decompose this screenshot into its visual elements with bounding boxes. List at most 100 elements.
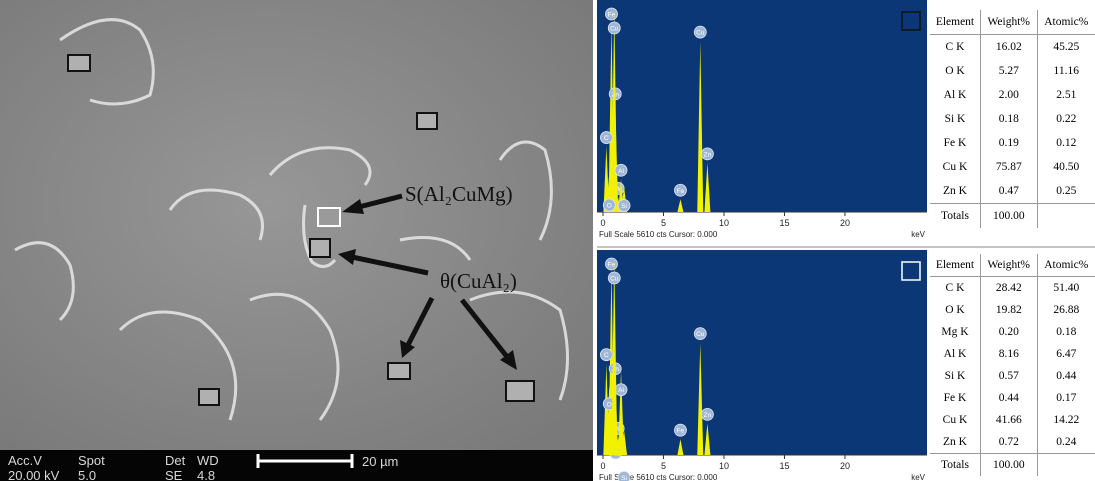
x-tick-label: 10 bbox=[719, 218, 729, 228]
page: S(Al₂CuMg) θ(CuAl₂) Acc.V 20.00 kV Spot … bbox=[0, 0, 1095, 481]
peak-label: Cu bbox=[610, 26, 619, 33]
unit: keV bbox=[911, 473, 925, 481]
table-row: Al K8.166.47 bbox=[930, 343, 1095, 365]
peak-label: Al bbox=[618, 168, 624, 175]
plot-area bbox=[597, 250, 927, 455]
x-tick-label: 0 bbox=[600, 461, 605, 471]
peak-label: Si bbox=[621, 203, 627, 210]
table-cell: Cu K bbox=[930, 409, 980, 431]
peak-label: Cu bbox=[696, 331, 705, 338]
table-cell: Al K bbox=[930, 83, 980, 107]
peak-label: Fe bbox=[608, 12, 616, 19]
annotation: θ(CuAl₂) bbox=[440, 269, 517, 293]
table-cell: 19.82 bbox=[980, 299, 1037, 321]
x-tick-label: 20 bbox=[840, 461, 850, 471]
plot-area bbox=[597, 0, 927, 212]
table-cell: 41.66 bbox=[980, 409, 1037, 431]
table-cell: 0.20 bbox=[980, 321, 1037, 343]
table-row: Zn K0.470.25 bbox=[930, 179, 1095, 204]
x-tick-label: 5 bbox=[661, 461, 666, 471]
footer: Full Scale 5610 cts Cursor: 0.000 bbox=[599, 473, 718, 481]
peak-label: Zn bbox=[704, 412, 712, 419]
table-cell: Atomic% bbox=[1037, 10, 1095, 35]
peak-label: Cu bbox=[610, 276, 619, 283]
table-row: Cu K41.6614.22 bbox=[930, 409, 1095, 431]
info-label: WD bbox=[197, 453, 219, 468]
table-cell: 16.02 bbox=[980, 35, 1037, 60]
table-cell bbox=[1037, 454, 1095, 477]
peak-label: C bbox=[604, 352, 609, 359]
peak-label: Fe bbox=[677, 428, 685, 435]
table-cell: 100.00 bbox=[980, 454, 1037, 477]
table-row: Fe K0.190.12 bbox=[930, 131, 1095, 155]
table-cell: Fe K bbox=[930, 387, 980, 409]
info-label: Spot bbox=[78, 453, 105, 468]
table-cell: 6.47 bbox=[1037, 343, 1095, 365]
peak-label: O bbox=[607, 203, 612, 210]
table-cell: 51.40 bbox=[1037, 277, 1095, 300]
table-cell: O K bbox=[930, 299, 980, 321]
table-cell bbox=[1037, 204, 1095, 229]
table-cell: 0.18 bbox=[980, 107, 1037, 131]
table-cell: Weight% bbox=[980, 254, 1037, 277]
peak-label: Si bbox=[621, 475, 627, 481]
peak-label: Cu bbox=[696, 30, 705, 37]
x-tick-label: 15 bbox=[779, 461, 789, 471]
annotation: S(Al₂CuMg) bbox=[405, 182, 513, 206]
peak-label: O bbox=[607, 401, 612, 408]
table-cell: Zn K bbox=[930, 431, 980, 454]
table-cell: Si K bbox=[930, 365, 980, 387]
footer: Full Scale 5610 cts Cursor: 0.000 bbox=[599, 230, 718, 239]
table-cell: 75.87 bbox=[980, 155, 1037, 179]
table-cell: 2.00 bbox=[980, 83, 1037, 107]
table-cell: Mg K bbox=[930, 321, 980, 343]
table-cell: Cu K bbox=[930, 155, 980, 179]
table-cell: 5.27 bbox=[980, 59, 1037, 83]
table-cell: 0.44 bbox=[980, 387, 1037, 409]
peak-label: Al bbox=[618, 387, 624, 394]
info-label: Acc.V bbox=[8, 453, 42, 468]
table-cell: 26.88 bbox=[1037, 299, 1095, 321]
peak-label: C bbox=[604, 135, 609, 142]
table-cell: 8.16 bbox=[980, 343, 1037, 365]
table-cell: 2.51 bbox=[1037, 83, 1095, 107]
table-cell: 0.22 bbox=[1037, 107, 1095, 131]
peak-label: Zn bbox=[704, 151, 712, 158]
x-tick-label: 10 bbox=[719, 461, 729, 471]
table-cell: 0.12 bbox=[1037, 131, 1095, 155]
table-cell: Totals bbox=[930, 204, 980, 229]
table-cell: Totals bbox=[930, 454, 980, 477]
table-cell: Atomic% bbox=[1037, 254, 1095, 277]
table-cell: Al K bbox=[930, 343, 980, 365]
table-cell: 0.25 bbox=[1037, 179, 1095, 204]
table-cell: Zn K bbox=[930, 179, 980, 204]
table-cell: 11.16 bbox=[1037, 59, 1095, 83]
table-cell: 0.72 bbox=[980, 431, 1037, 454]
eds-table: ElementWeight%Atomic%C K28.4251.40O K19.… bbox=[930, 254, 1095, 476]
x-tick-label: 0 bbox=[600, 218, 605, 228]
table-cell: C K bbox=[930, 277, 980, 300]
table-cell: Si K bbox=[930, 107, 980, 131]
x-tick-label: 5 bbox=[661, 218, 666, 228]
eds-table: ElementWeight%Atomic%C K16.0245.25O K5.2… bbox=[930, 10, 1095, 228]
table-row: Totals100.00 bbox=[930, 204, 1095, 229]
table-row: ElementWeight%Atomic% bbox=[930, 10, 1095, 35]
table-cell: 28.42 bbox=[980, 277, 1037, 300]
sem-image: S(Al₂CuMg) θ(CuAl₂) Acc.V 20.00 kV Spot … bbox=[0, 0, 593, 481]
x-tick-label: 20 bbox=[840, 218, 850, 228]
table-cell: 100.00 bbox=[980, 204, 1037, 229]
table-cell: 0.24 bbox=[1037, 431, 1095, 454]
table-cell: 0.57 bbox=[980, 365, 1037, 387]
